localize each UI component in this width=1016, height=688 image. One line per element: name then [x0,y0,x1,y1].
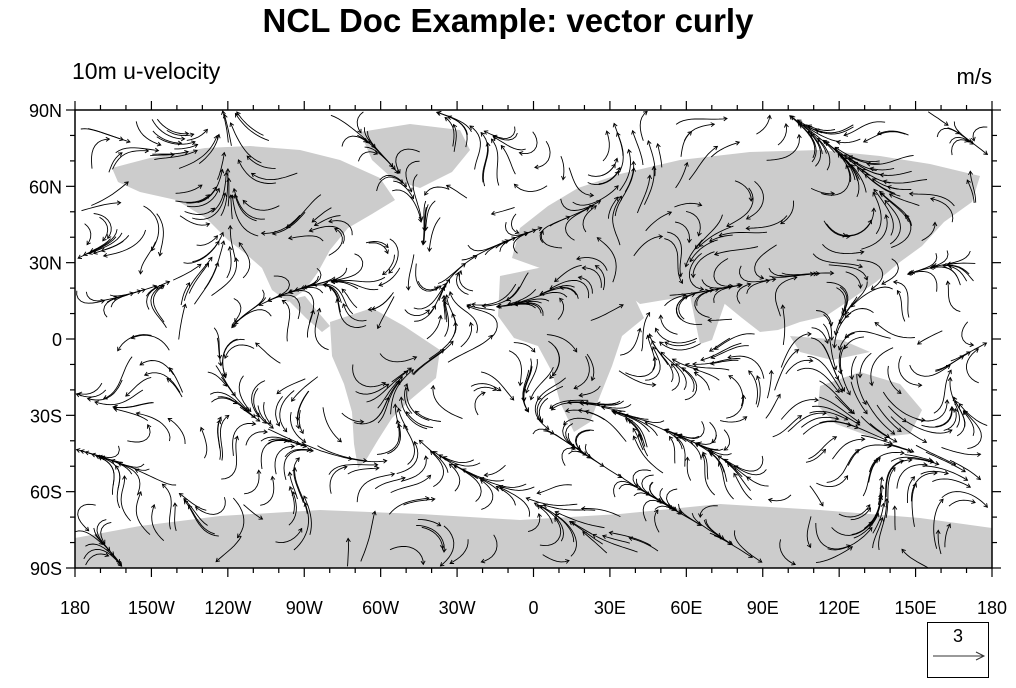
x-axis-labels: 180 150W 120W 90W 60W 30W 0 30E 60E 90E 120E 150E 18… [60,598,1007,618]
x-tick-label: 30W [439,598,476,618]
land-africa [498,266,644,432]
x-tick-label: 60W [362,598,399,618]
land-north-america [112,146,395,302]
y-axis-labels: 90N 60N 30N 0 30S 60S 90S [29,101,62,579]
x-tick-label: 90E [747,598,779,618]
y-tick-label: 60S [30,483,62,503]
land-indonesia [790,336,870,360]
reference-arrow-icon [933,651,986,661]
y-tick-label: 30S [30,406,62,426]
x-tick-label: 120E [818,598,860,618]
reference-vector-box: 3 [927,622,989,678]
x-tick-label: 150W [128,598,175,618]
y-tick-label: 90N [29,101,62,121]
x-tick-label: 150E [895,598,937,618]
land-antarctica [75,504,992,568]
y-tick-label: 90S [30,559,62,579]
units-label: m/s [956,64,992,89]
x-tick-label: 0 [528,598,538,618]
y-tick-label: 0 [52,330,62,350]
land-central-america [288,296,330,332]
land-greenland [360,124,470,188]
land-masses [75,124,992,568]
y-tick-label: 30N [29,254,62,274]
y-tick-label: 60N [29,177,62,197]
plot-title: NCL Doc Example: vector curly [262,2,754,39]
x-tick-label: 30E [594,598,626,618]
land-australia [818,372,922,438]
land-south-america [330,308,440,468]
x-tick-label: 180 [60,598,90,618]
x-tick-label: 60E [670,598,702,618]
x-tick-label: 120W [204,598,251,618]
land-eurasia [512,150,980,332]
curly-vectors [74,110,989,568]
left-subtitle: 10m u-velocity [72,58,221,84]
x-tick-label: 90W [286,598,323,618]
axis-ticks [66,101,1001,577]
x-tick-label: 180 [977,598,1007,618]
reference-vector-magnitude: 3 [952,626,963,646]
